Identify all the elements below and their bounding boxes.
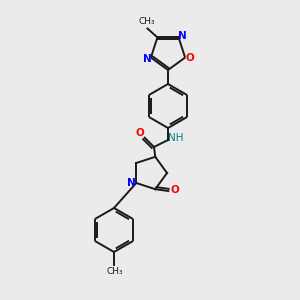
Text: NH: NH xyxy=(168,133,184,143)
Text: CH₃: CH₃ xyxy=(107,266,123,275)
Text: O: O xyxy=(171,185,180,195)
Text: O: O xyxy=(186,52,194,63)
Text: N: N xyxy=(142,54,151,64)
Text: N: N xyxy=(127,178,136,188)
Text: O: O xyxy=(136,128,144,138)
Text: N: N xyxy=(178,32,187,41)
Text: CH₃: CH₃ xyxy=(138,17,155,26)
